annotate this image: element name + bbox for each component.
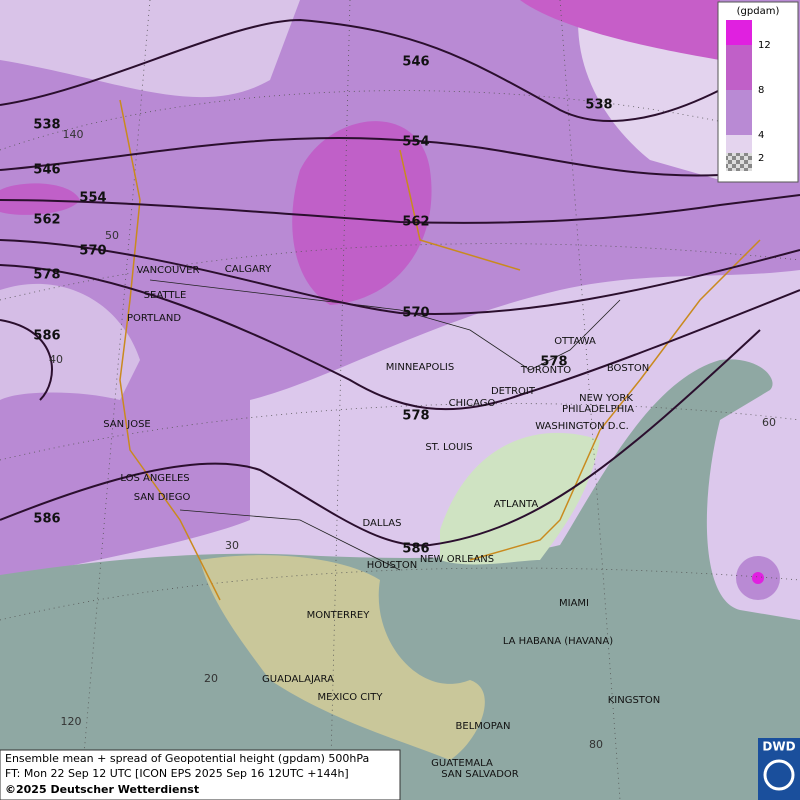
spread-high <box>292 121 432 305</box>
city-label: SAN SALVADOR <box>441 769 518 780</box>
city-label: MIAMI <box>559 598 589 609</box>
contour-label: 538 <box>33 118 60 133</box>
city-label: NEW YORK <box>579 393 633 404</box>
city-label: SAN JOSE <box>103 419 151 430</box>
city-label: MEXICO CITY <box>318 692 384 703</box>
spread-high <box>0 183 80 215</box>
city-label: GUADALAJARA <box>262 674 334 685</box>
legend-tick: 12 <box>758 40 771 51</box>
city-label: HOUSTON <box>367 560 418 571</box>
contour-label: 570 <box>79 244 106 259</box>
contour-label: 562 <box>402 215 429 230</box>
city-label: VANCOUVER <box>137 265 200 276</box>
city-label: KINGSTON <box>608 695 661 706</box>
graticule-label: 30 <box>225 539 239 552</box>
city-label: GUATEMALA <box>431 758 493 769</box>
contour-label: 586 <box>402 542 429 557</box>
ocean <box>0 359 800 800</box>
city-label: PHILADELPHIA <box>562 404 634 415</box>
contour-line <box>0 319 761 547</box>
legend-swatch <box>726 45 752 90</box>
contour-label: 578 <box>402 409 429 424</box>
contour-label: 578 <box>540 355 567 370</box>
city-label: PORTLAND <box>127 313 181 324</box>
city-label: TORONTO <box>520 365 571 376</box>
contour-label: 546 <box>402 55 429 70</box>
legend-tick: 8 <box>758 85 764 96</box>
coastline <box>119 99 761 601</box>
spread-high <box>520 0 720 60</box>
legend <box>717 1 799 183</box>
legend-swatch <box>726 135 752 153</box>
graticule-label: 40 <box>49 353 63 366</box>
contour-label: 578 <box>33 268 60 283</box>
graticule-label: 80 <box>589 738 603 751</box>
contour-label: 554 <box>402 135 429 150</box>
legend-tick: 2 <box>758 153 764 164</box>
city-label: CHICAGO <box>449 398 496 409</box>
city-label: OTTAWA <box>554 336 596 347</box>
graticule-label: 50 <box>105 229 119 242</box>
contour-line <box>0 18 721 122</box>
graticule-label: 20 <box>204 672 218 685</box>
logo-text: DWD <box>762 740 795 754</box>
legend-tick: 4 <box>758 130 764 141</box>
legend-title: (gpdam) <box>737 6 780 17</box>
contour-label: 538 <box>585 98 612 113</box>
city-label: ATLANTA <box>494 499 539 510</box>
city-label: BOSTON <box>607 363 649 374</box>
city-label: SAN DIEGO <box>134 492 191 503</box>
spread-low <box>0 283 140 400</box>
graticule-label: 60 <box>762 416 776 429</box>
spread-spot <box>752 572 764 584</box>
legend-swatch <box>726 153 752 171</box>
city-label: ST. LOUIS <box>425 442 472 453</box>
contour-label: 586 <box>33 512 60 527</box>
land-terrain <box>200 555 485 760</box>
city-label: LA HABANA (HAVANA) <box>503 636 613 647</box>
contour-label: 554 <box>79 191 106 206</box>
city-label: WASHINGTON D.C. <box>535 421 629 432</box>
contour-line <box>0 136 721 177</box>
contour-line <box>0 239 800 316</box>
footer-text: Ensemble mean + spread of Geopotential h… <box>5 752 369 765</box>
contour-line <box>0 194 800 224</box>
graticule-label: 140 <box>63 128 84 141</box>
city-label: BELMOPAN <box>456 721 511 732</box>
city-label: NEW ORLEANS <box>420 554 494 565</box>
city-label: MONTERREY <box>307 610 371 621</box>
land-terrain <box>440 432 600 565</box>
labels: 546 538 538 554 546 554 562 562 570 578 570 586 578 5… <box>33 55 776 781</box>
spread-low <box>0 0 300 98</box>
contour-label: 546 <box>33 163 60 178</box>
graticule-label: 120 <box>61 715 82 728</box>
legend-swatch <box>726 20 752 45</box>
city-label: MINNEAPOLIS <box>386 362 454 373</box>
contour-label: 570 <box>402 306 429 321</box>
footer-text: FT: Mon 22 Sep 12 UTC [ICON EPS 2025 Sep… <box>5 767 349 780</box>
legend-swatch <box>726 90 752 135</box>
contour-label: 586 <box>33 329 60 344</box>
footer-box <box>0 749 401 800</box>
contour-line <box>0 264 800 411</box>
city-label: DALLAS <box>363 518 402 529</box>
contour-label: 562 <box>33 213 60 228</box>
city-label: SEATTLE <box>144 290 187 301</box>
city-label: LOS ANGELES <box>120 473 189 484</box>
contours <box>0 18 800 547</box>
city-label: CALGARY <box>225 264 272 275</box>
logo-icon <box>763 759 795 791</box>
city-label: DETROIT <box>491 386 536 397</box>
footer-text: ©2025 Deutscher Wetterdienst <box>5 783 199 796</box>
